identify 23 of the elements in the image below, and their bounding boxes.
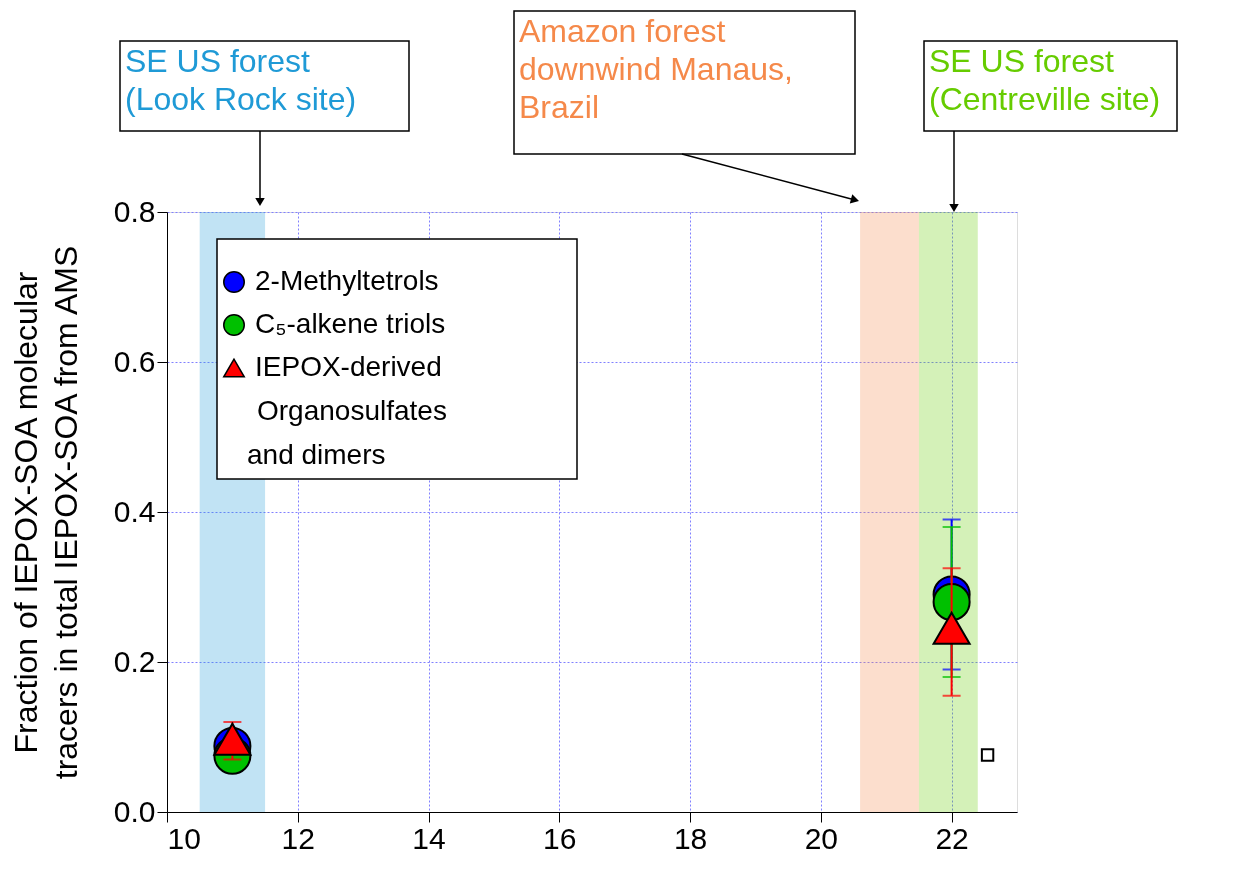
y-tick-label: 0.4 — [113, 494, 156, 528]
legend-label: C₅-alkene triols — [255, 308, 446, 339]
band-label: Amazon forest downwind Manaus, Brazil — [519, 13, 793, 125]
y-tick-label: 0.2 — [113, 644, 156, 678]
point — [932, 611, 971, 645]
y-tick-label: 0.0 — [113, 794, 156, 828]
x-tick-label: 10 — [167, 821, 201, 855]
band-label: SE US forest (Centreville site) — [929, 43, 1161, 117]
y-tick-label: 0.8 — [113, 194, 156, 228]
x-tick-label: 12 — [281, 821, 315, 855]
x-tick-label: 14 — [412, 821, 446, 855]
x-tick-label: 18 — [673, 821, 708, 855]
point — [932, 583, 971, 621]
x-tick-label: 20 — [804, 821, 839, 855]
point — [980, 748, 995, 762]
x-tick-label: 22 — [935, 821, 969, 855]
y-axis-title: Fraction of IEPOX-SOA molecular tracers in total IEPOX-SOA from AMS — [7, 245, 84, 780]
point — [213, 722, 252, 756]
y-tick-label: 0.6 — [113, 344, 156, 378]
legend-label: 2-Methyltetrols — [255, 265, 439, 296]
band-label: SE US forest (Look Rock site) — [125, 43, 357, 117]
legend-label: IEPOX-derived Organosulfates and dimers — [247, 351, 447, 470]
x-tick-label: 16 — [543, 821, 577, 855]
